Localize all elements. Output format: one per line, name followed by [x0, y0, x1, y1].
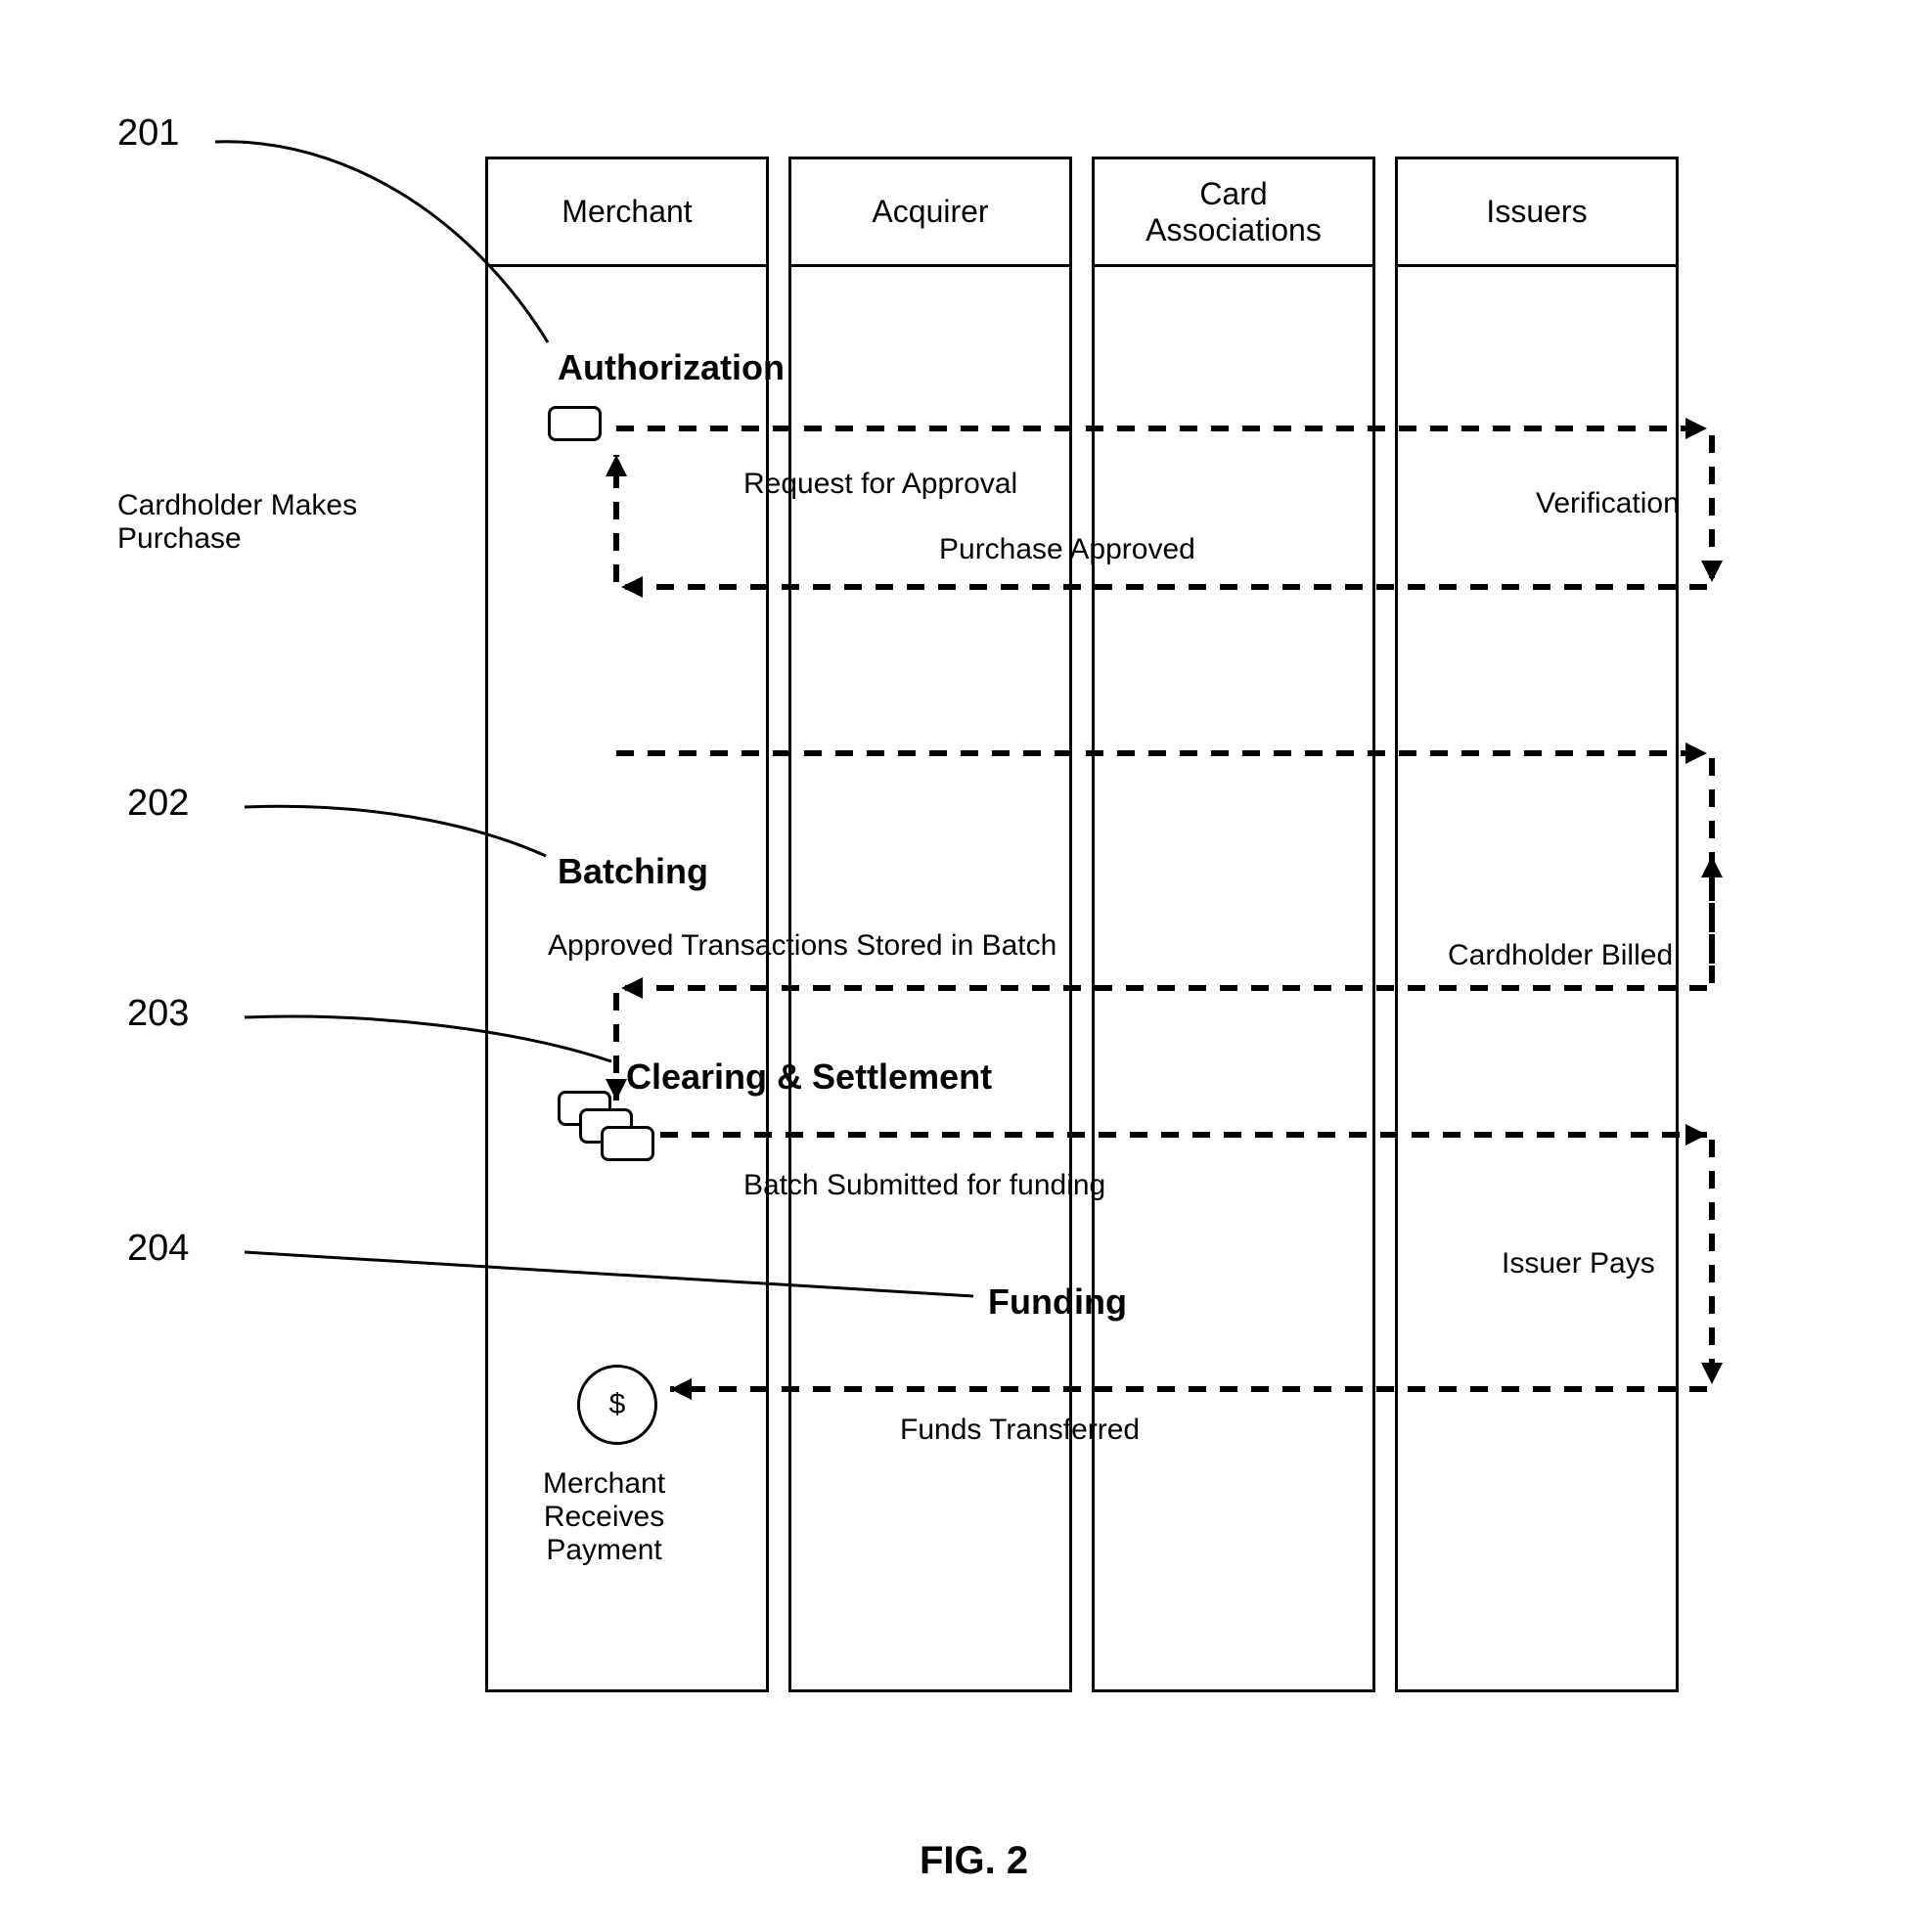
diagram-canvas: Merchant Acquirer Card Associations Issu… — [0, 0, 1932, 1932]
money-icon: $ — [577, 1365, 657, 1445]
label-batch-submitted: Batch Submitted for funding — [743, 1169, 1105, 1202]
card-icon — [548, 406, 602, 441]
lane-header-merchant: Merchant — [488, 159, 766, 267]
refnum-203: 203 — [127, 993, 189, 1035]
lane-header-card-associations: Card Associations — [1095, 159, 1372, 267]
label-merchant-receives: Merchant Receives Payment — [543, 1467, 665, 1567]
section-funding: Funding — [988, 1281, 1127, 1323]
lane-header-acquirer: Acquirer — [791, 159, 1069, 267]
label-issuer-pays: Issuer Pays — [1502, 1247, 1655, 1281]
refnum-204: 204 — [127, 1228, 189, 1270]
refnum-202: 202 — [127, 783, 189, 825]
label-cardholder-billed: Cardholder Billed — [1448, 939, 1673, 972]
label-funds-transferred: Funds Transferred — [900, 1414, 1140, 1447]
dollar-sign: $ — [609, 1388, 626, 1421]
section-clearing: Clearing & Settlement — [626, 1056, 992, 1098]
label-request-approval: Request for Approval — [743, 468, 1017, 501]
section-authorization: Authorization — [558, 347, 785, 388]
batch-card-3 — [601, 1126, 654, 1161]
lane-header-issuers: Issuers — [1398, 159, 1676, 267]
section-batching: Batching — [558, 851, 708, 892]
label-verification: Verification — [1536, 487, 1680, 520]
label-approved-stored: Approved Transactions Stored in Batch — [548, 929, 1056, 963]
lane-issuers: Issuers — [1395, 157, 1679, 1692]
lane-acquirer: Acquirer — [788, 157, 1072, 1692]
label-cardholder-purchase: Cardholder Makes Purchase — [117, 489, 357, 556]
lane-card-associations: Card Associations — [1092, 157, 1375, 1692]
label-purchase-approved: Purchase Approved — [939, 533, 1195, 566]
refnum-201: 201 — [117, 112, 179, 155]
figure-caption: FIG. 2 — [920, 1839, 1028, 1883]
